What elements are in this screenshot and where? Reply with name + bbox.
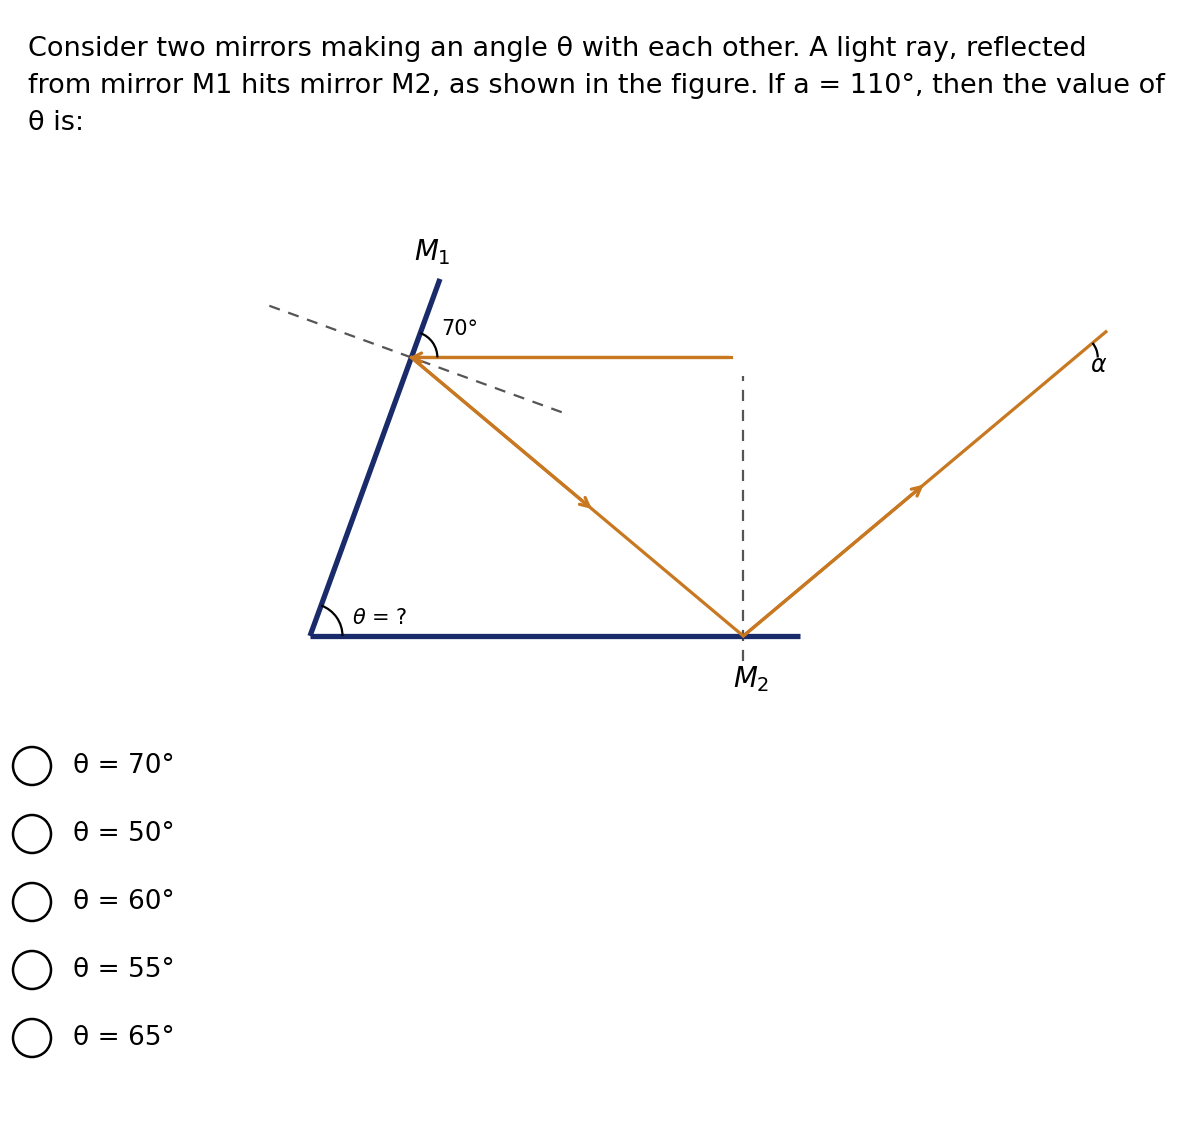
Text: $M_2$: $M_2$ <box>733 664 769 694</box>
Text: $\alpha$: $\alpha$ <box>1091 354 1108 378</box>
Text: θ = 65°: θ = 65° <box>73 1025 175 1051</box>
Text: θ = 55°: θ = 55° <box>73 957 175 984</box>
Text: Consider two mirrors making an angle θ with each other. A light ray, reflected
f: Consider two mirrors making an angle θ w… <box>28 37 1165 136</box>
Text: $M_1$: $M_1$ <box>414 237 450 267</box>
Text: $\theta$ = ?: $\theta$ = ? <box>352 608 407 628</box>
Text: θ = 70°: θ = 70° <box>73 753 175 779</box>
Text: θ = 50°: θ = 50° <box>73 822 175 847</box>
Text: 70°: 70° <box>442 319 479 340</box>
Text: θ = 60°: θ = 60° <box>73 889 175 915</box>
